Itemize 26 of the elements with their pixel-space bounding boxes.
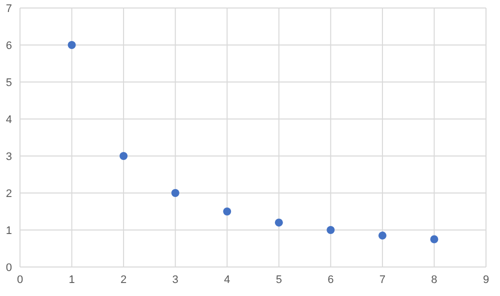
point — [120, 152, 128, 160]
x-tick-label: 0 — [16, 274, 24, 286]
x-tick-label: 9 — [482, 274, 490, 286]
point — [223, 208, 232, 216]
point — [378, 232, 386, 240]
point — [171, 189, 180, 197]
y-tick-label: 7 — [6, 2, 12, 15]
point — [430, 235, 438, 244]
x-tick-label: 4 — [224, 274, 230, 286]
y-tick-label: 0 — [6, 262, 12, 274]
point — [326, 226, 335, 234]
x-tick-label: 7 — [379, 274, 386, 286]
point — [68, 41, 76, 49]
x-tick-label: 3 — [172, 274, 178, 286]
x-tick-label: 6 — [328, 274, 334, 286]
x-tick-label: 1 — [68, 274, 75, 286]
y-tick-label: 4 — [6, 114, 12, 126]
y-tick-label: 5 — [6, 76, 12, 89]
y-tick-label: 2 — [6, 188, 12, 200]
x-tick-label: 8 — [431, 274, 438, 286]
y-tick-label: 6 — [6, 40, 12, 52]
x-tick-label: 2 — [120, 274, 127, 286]
y-tick-label: 3 — [6, 150, 12, 163]
point — [274, 218, 283, 227]
x-tick-label: 5 — [276, 274, 282, 286]
y-tick-label: 1 — [6, 224, 12, 237]
